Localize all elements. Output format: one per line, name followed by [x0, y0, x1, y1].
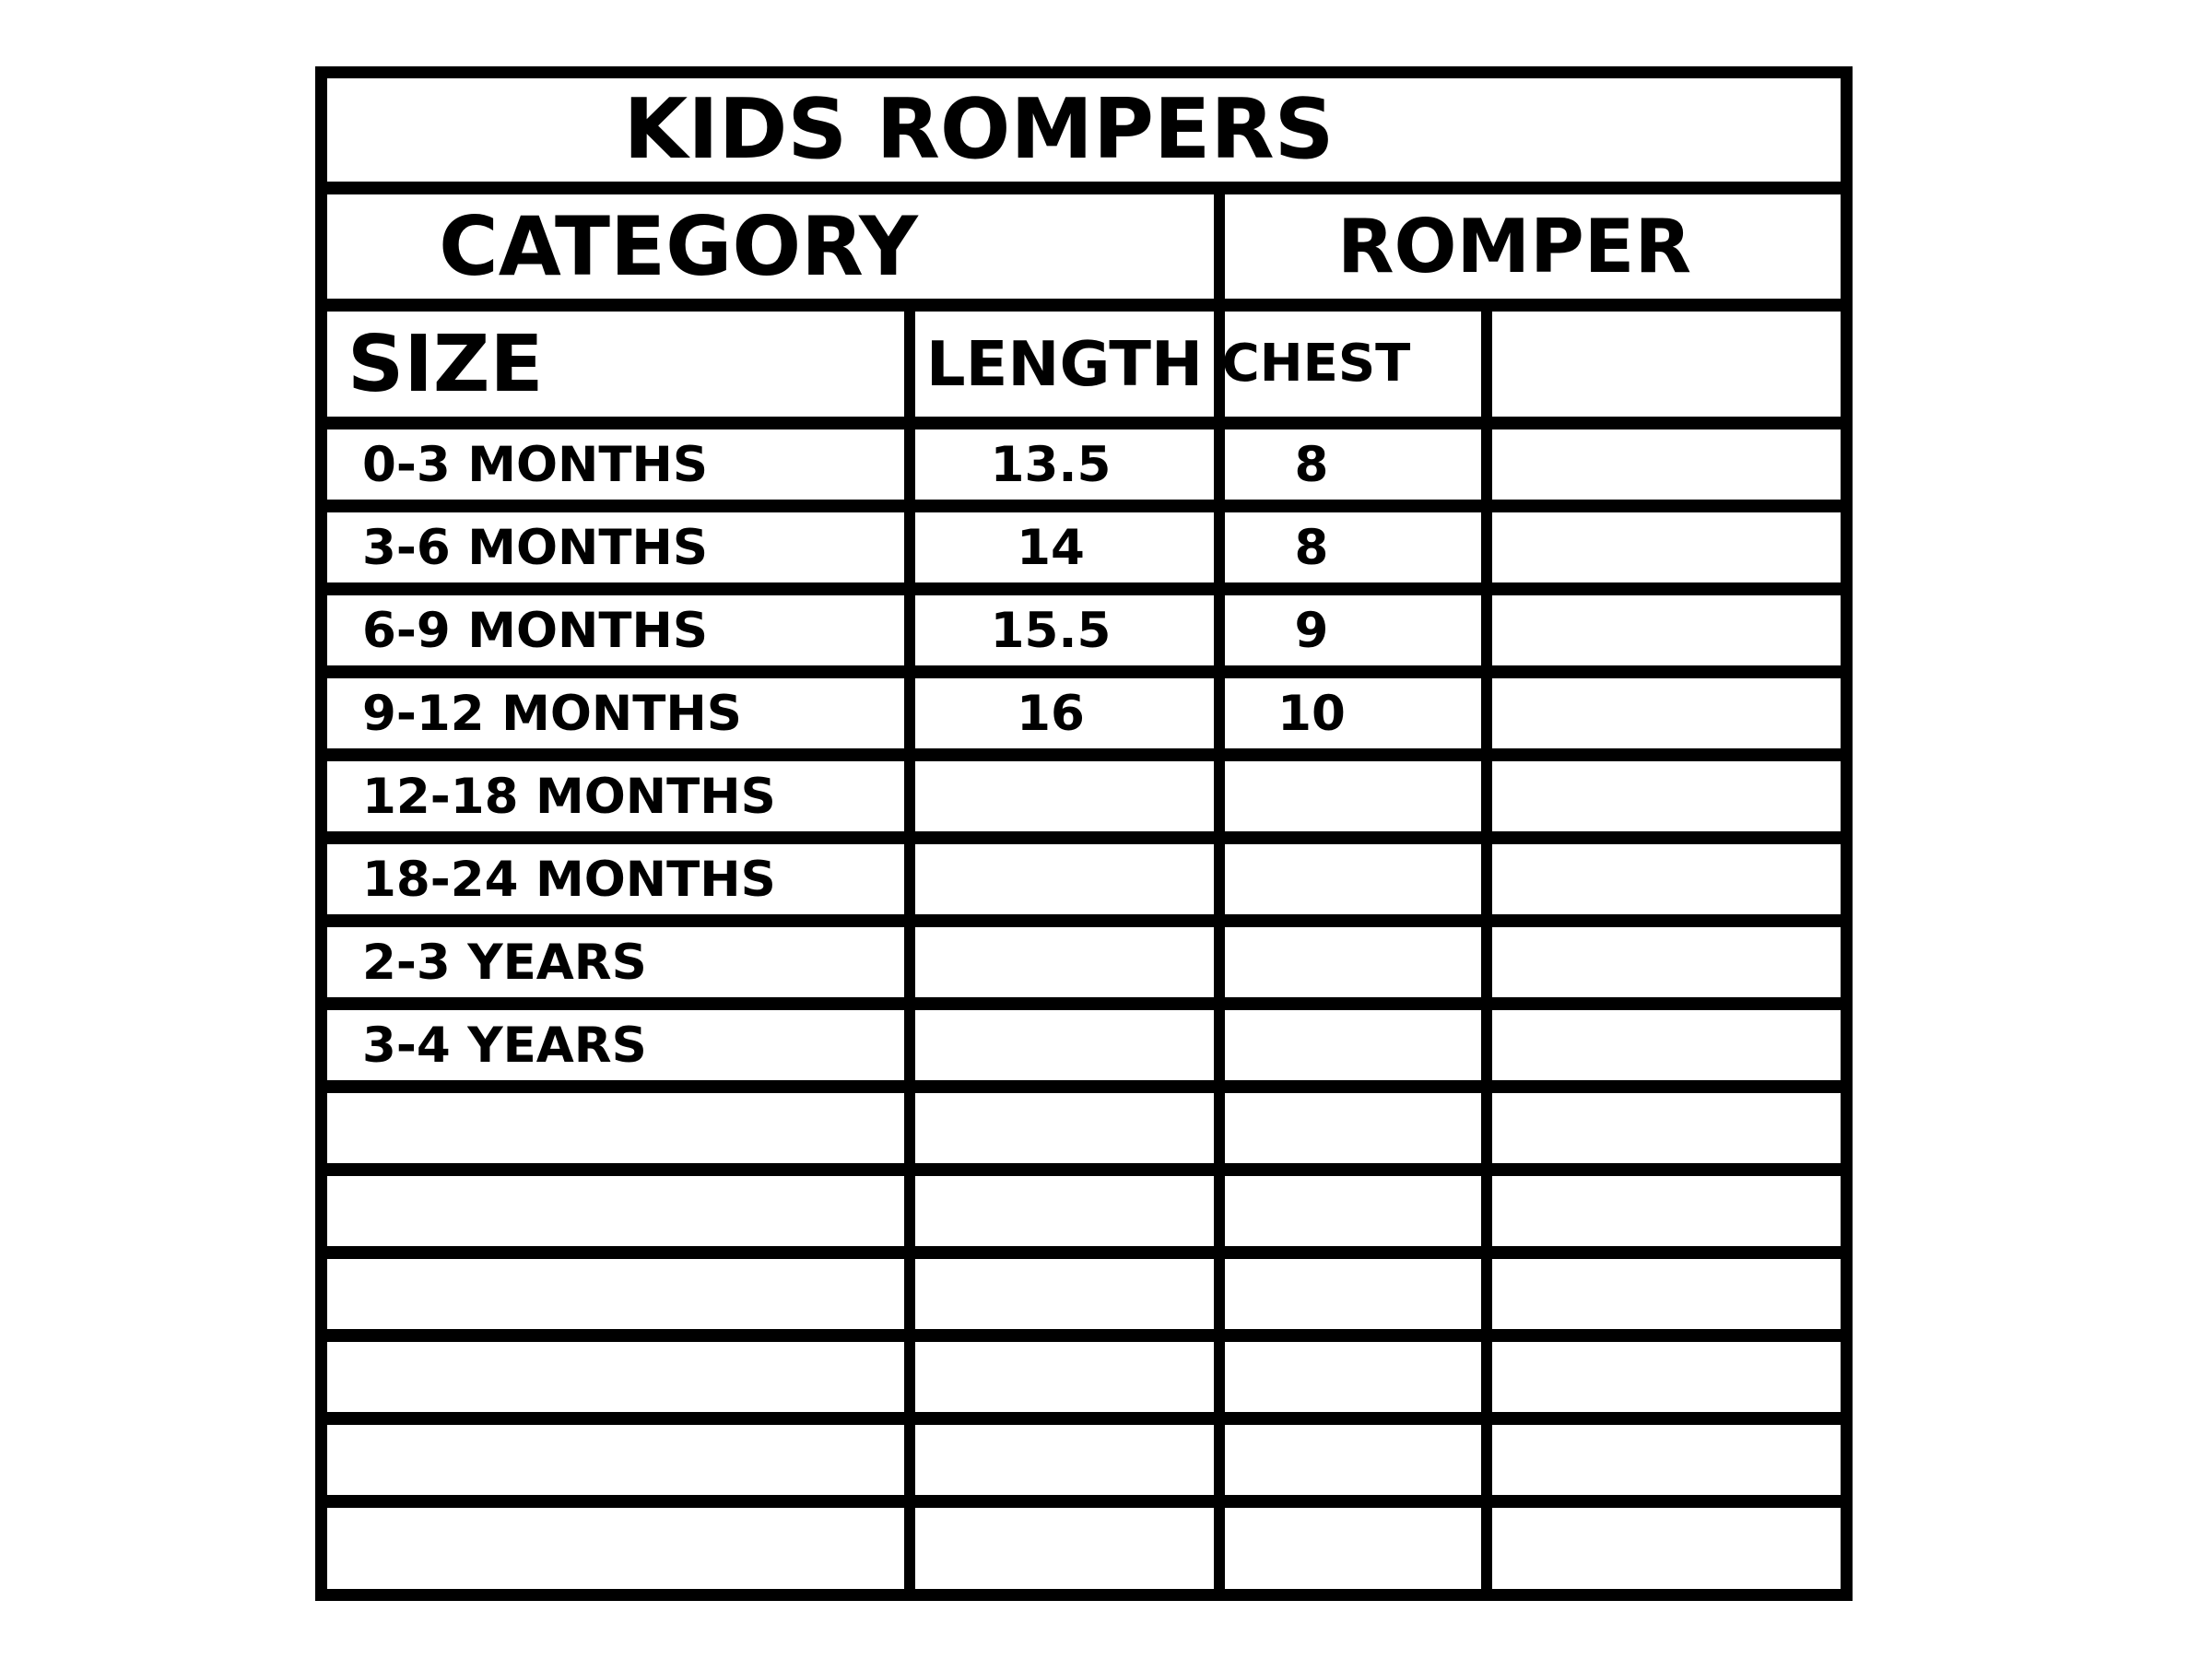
length-cell: 14	[915, 512, 1214, 582]
chest-cell	[1225, 1176, 1481, 1246]
extra-cell	[1492, 595, 1841, 665]
length-column-header: LENGTH	[915, 312, 1214, 417]
romper-group-header: ROMPER	[1225, 194, 1841, 299]
size-cell	[327, 1425, 904, 1495]
chest-cell	[1225, 1259, 1481, 1329]
extra-cell	[1492, 1425, 1841, 1495]
size-cell: 9-12 MONTHS	[327, 678, 904, 748]
size-column-header: SIZE	[327, 312, 904, 417]
size-cell	[327, 1259, 904, 1329]
extra-cell	[1492, 844, 1841, 914]
size-cell: 18-24 MONTHS	[327, 844, 904, 914]
extra-cell	[1492, 678, 1841, 748]
length-cell	[915, 1342, 1214, 1412]
length-cell	[915, 844, 1214, 914]
length-cell	[915, 1508, 1214, 1589]
chest-cell	[1225, 761, 1481, 831]
size-cell: 3-6 MONTHS	[327, 512, 904, 582]
extra-cell	[1492, 1508, 1841, 1589]
chest-column-header: CHEST	[1225, 312, 1481, 417]
extra-cell	[1492, 1176, 1841, 1246]
size-cell: 2-3 YEARS	[327, 927, 904, 997]
size-cell: 0-3 MONTHS	[327, 429, 904, 500]
category-group-header: CATEGORY	[327, 194, 1214, 299]
length-cell	[915, 761, 1214, 831]
length-cell	[915, 1093, 1214, 1163]
chest-cell	[1225, 1342, 1481, 1412]
chest-cell: 9	[1225, 595, 1481, 665]
chest-cell	[1225, 1508, 1481, 1589]
size-cell	[327, 1176, 904, 1246]
chest-cell: 8	[1225, 512, 1481, 582]
length-cell	[915, 1176, 1214, 1246]
length-cell: 16	[915, 678, 1214, 748]
size-chart-table: KIDS ROMPERS CATEGORY ROMPER SIZE LENGTH…	[315, 66, 1853, 1601]
chest-cell: 8	[1225, 429, 1481, 500]
empty-column-header	[1492, 312, 1841, 417]
extra-cell	[1492, 1010, 1841, 1080]
extra-cell	[1492, 761, 1841, 831]
size-cell: 6-9 MONTHS	[327, 595, 904, 665]
size-cell: 3-4 YEARS	[327, 1010, 904, 1080]
length-cell	[915, 1425, 1214, 1495]
extra-cell	[1492, 1342, 1841, 1412]
extra-cell	[1492, 1093, 1841, 1163]
extra-cell	[1492, 1259, 1841, 1329]
size-cell	[327, 1342, 904, 1412]
chest-cell: 10	[1225, 678, 1481, 748]
chest-cell	[1225, 1093, 1481, 1163]
length-cell: 15.5	[915, 595, 1214, 665]
length-cell	[915, 927, 1214, 997]
size-cell	[327, 1093, 904, 1163]
size-cell: 12-18 MONTHS	[327, 761, 904, 831]
chest-cell	[1225, 844, 1481, 914]
table-title: KIDS ROMPERS	[327, 78, 1841, 182]
extra-cell	[1492, 927, 1841, 997]
length-cell	[915, 1010, 1214, 1080]
extra-cell	[1492, 512, 1841, 582]
chest-cell	[1225, 927, 1481, 997]
chest-cell	[1225, 1425, 1481, 1495]
size-cell	[327, 1508, 904, 1589]
extra-cell	[1492, 429, 1841, 500]
chest-cell	[1225, 1010, 1481, 1080]
length-cell	[915, 1259, 1214, 1329]
length-cell: 13.5	[915, 429, 1214, 500]
